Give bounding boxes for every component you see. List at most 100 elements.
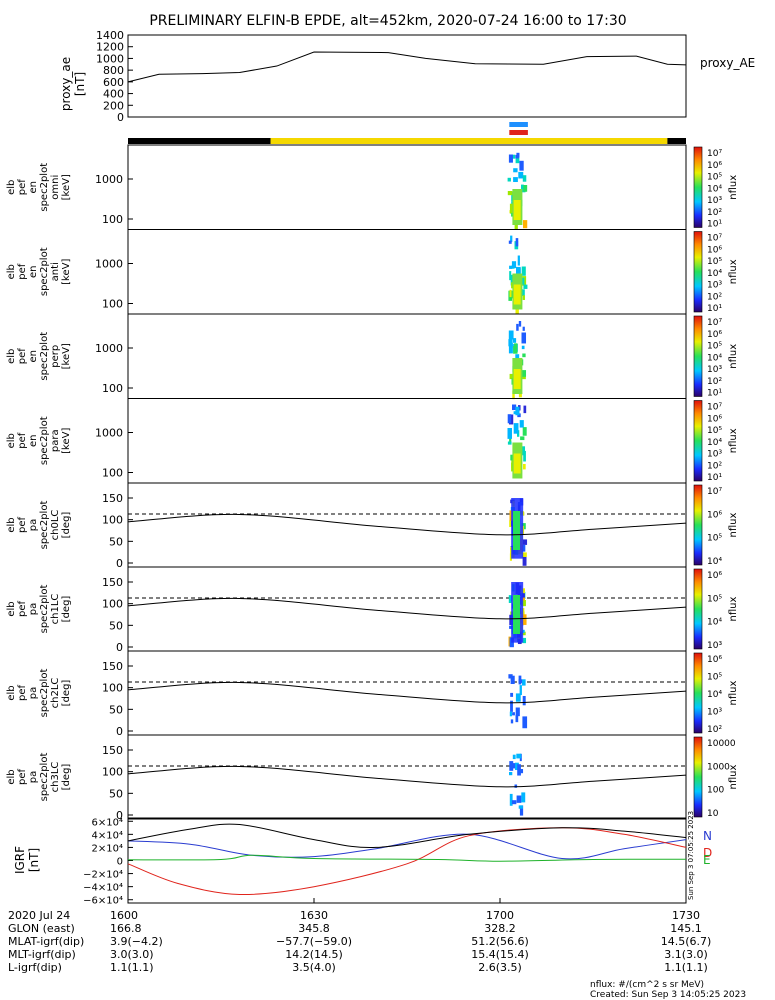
panel-ylabel: spec2plot — [39, 501, 50, 550]
pitch-cell — [522, 716, 528, 729]
pitch-tick-label: 100 — [102, 514, 123, 527]
spectra-cell — [516, 266, 521, 276]
spectra-cell — [509, 265, 513, 269]
spectra-cell — [522, 295, 525, 300]
spectra-cell — [513, 284, 521, 305]
pitch-tick-label: 50 — [109, 619, 123, 632]
spectra-cell — [522, 427, 527, 436]
panel-ylabel: elb — [6, 264, 17, 279]
panel-ylabel: pef — [17, 263, 28, 280]
panel-ylabel: elb — [6, 601, 17, 616]
spectra-tick-label: 100 — [102, 467, 123, 480]
igrf-tick-label: −6×10⁴ — [83, 896, 123, 907]
pitch-cell — [515, 714, 519, 723]
spectra-cell — [512, 390, 515, 400]
colorbar-tick-label: 10⁶ — [707, 510, 722, 520]
spectra-cell — [517, 413, 521, 418]
pitch-cell — [511, 800, 517, 805]
panel-ylabel: [deg] — [61, 512, 72, 539]
pitch-cell — [512, 712, 515, 716]
igrf-tick-label: 4×10⁴ — [92, 830, 123, 841]
pitch-cell — [522, 554, 527, 566]
igrf-line-d — [127, 827, 687, 896]
panel-ylabel: pef — [17, 769, 28, 786]
pitch-tick-label: 100 — [102, 682, 123, 695]
colorbar-tick-label: 10⁶ — [707, 161, 722, 171]
side-stamp: Sun Sep 3 07:05:25 2023 — [687, 811, 695, 900]
spectra-cell — [522, 326, 525, 331]
ephemeris-row-label: 2020 Jul 24 — [8, 909, 70, 922]
panel-ylabel: omni — [50, 175, 61, 200]
loss-cone-curve — [127, 681, 687, 704]
panel-ylabel: pef — [17, 601, 28, 618]
ephemeris-value: 14.2(14.5) — [285, 948, 343, 961]
pitch-tick-label: 0 — [116, 557, 123, 570]
panel-ylabel: [deg] — [61, 680, 72, 707]
colorbar-tick-label: 10¹ — [707, 304, 722, 314]
colorbar-tick-label: 10⁴ — [707, 557, 722, 567]
colorbar-tick-label: 10⁴ — [707, 184, 722, 194]
colorbar-tick-label: 10⁴ — [707, 618, 722, 628]
spectra-cell — [520, 446, 526, 456]
pitch-cell — [515, 707, 520, 717]
colorbar-tick-label: 10⁵ — [707, 257, 722, 267]
spectra-cell — [523, 220, 528, 229]
colorbar-tick-label: 10⁵ — [707, 173, 722, 183]
igrf-line-total — [127, 823, 687, 848]
pitch-cell — [518, 805, 523, 809]
panel-ylabel: [keV] — [61, 343, 72, 369]
colorbar — [693, 652, 703, 734]
panel-ylabel: en — [28, 350, 39, 363]
spectra-cell — [523, 450, 526, 462]
colorbar-tick-label: 10² — [707, 377, 722, 387]
spectra-cell — [514, 222, 518, 230]
pitch-cell — [516, 795, 522, 803]
spectra-cell — [521, 266, 526, 276]
spectra-cell — [521, 289, 525, 297]
loss-cone-curve — [127, 513, 687, 536]
colorbar-tick-label: 10¹ — [707, 389, 722, 399]
ephemeris-value: 3.0(3.0) — [110, 948, 154, 961]
spectra-tick-label: 100 — [102, 382, 123, 395]
panel-ylabel: pa — [28, 603, 39, 615]
spectra-frame — [127, 144, 687, 230]
ephemeris-value: 2.6(3.5) — [478, 961, 522, 974]
ae-line — [127, 51, 687, 83]
colorbar — [693, 231, 703, 313]
spectra-cell — [521, 370, 527, 377]
spectra-cell — [518, 391, 522, 398]
pitch-cell — [522, 637, 527, 644]
spectra-panels: elb pef en spec2plot omni [keV] 100010010⁷10⁶1… — [6, 144, 739, 484]
panel-ylabel: pa — [28, 771, 39, 783]
colorbar-tick-label: 10⁶ — [707, 655, 722, 665]
pitch-cell — [509, 553, 512, 561]
ephemeris-value: 3.1(3.0) — [664, 948, 708, 961]
panel-ylabel: elb — [6, 517, 17, 532]
spectra-cell — [521, 184, 524, 190]
spectra-cell — [508, 154, 513, 163]
colorbar-tick-label: 10⁵ — [707, 673, 722, 683]
ephemeris-value: 14.5(6.7) — [661, 935, 712, 948]
spectra-frame — [127, 398, 687, 484]
ephemeris-value: 1.1(1.1) — [110, 961, 154, 974]
spectra-cell — [518, 321, 522, 327]
pitch-tick-label: 150 — [102, 576, 123, 589]
pitch-cell — [519, 805, 524, 816]
colorbar-label: nflux — [728, 175, 739, 200]
pitch-panel: elb pef pa spec2plot ch0LC [deg] 150 100 50 0 10⁷ 1… — [6, 482, 739, 570]
colorbar-tick-label: 100 — [707, 786, 724, 796]
spectra-cell — [513, 177, 518, 183]
colorbar — [693, 400, 703, 482]
ae-tick-label: 1400 — [96, 29, 124, 42]
ephemeris-value: 1600 — [110, 909, 138, 922]
spectra-cell — [515, 238, 519, 247]
pitch-cell — [519, 685, 522, 696]
pitch-cell — [521, 544, 526, 552]
ae-tick-label: 1200 — [96, 41, 124, 54]
colorbar-tick-label: 10³ — [707, 708, 722, 718]
spectra-panel: elb pef en spec2plot omni [keV] 1000 100 10⁷ 10⁶ 1… — [6, 144, 739, 230]
colorbar-label: nflux — [728, 512, 739, 537]
